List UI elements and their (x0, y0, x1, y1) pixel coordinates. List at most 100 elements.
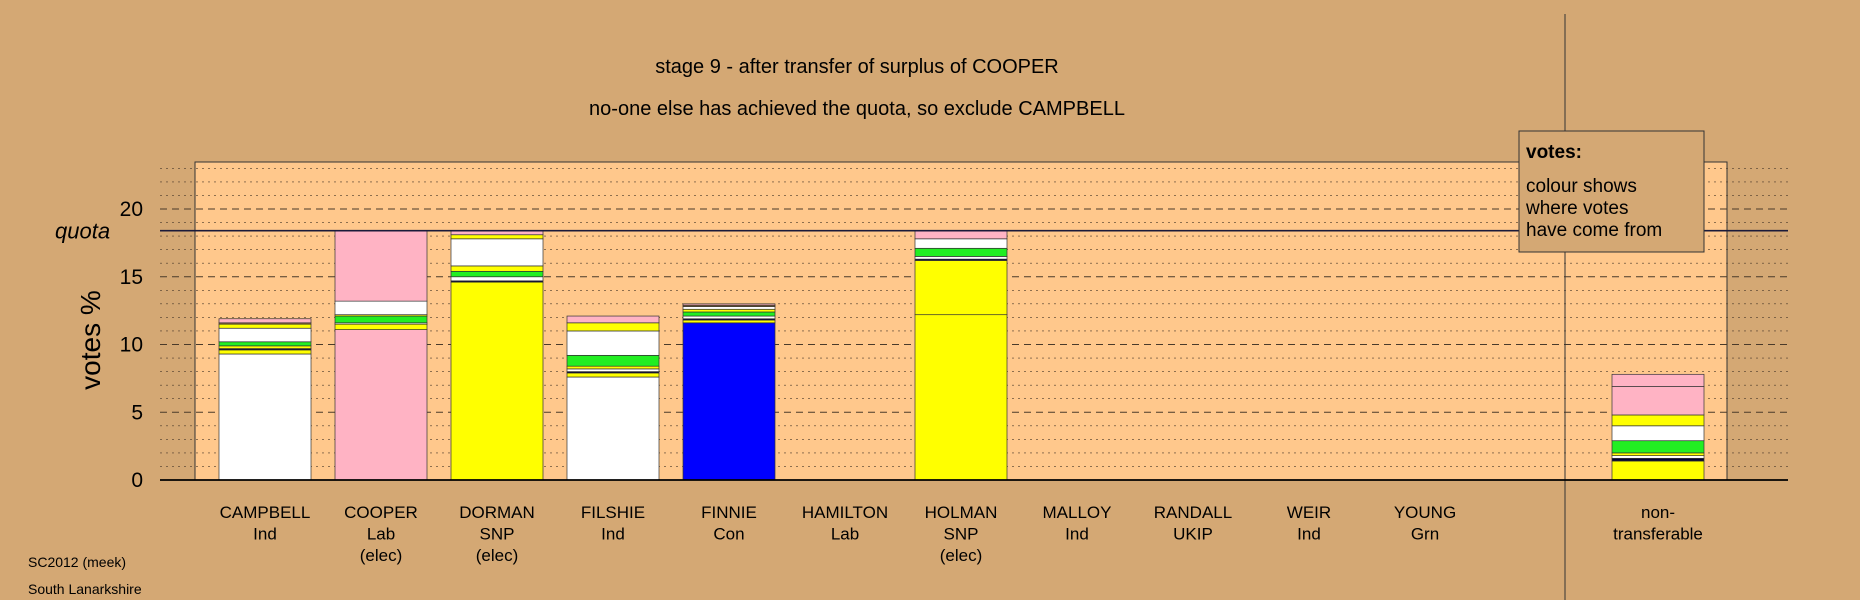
y-tick-label: 20 (120, 198, 143, 221)
legend: votes: colour shows where votes have com… (1518, 130, 1705, 253)
bar-segment (334, 323, 428, 330)
bar-segment (566, 354, 660, 367)
bar-segment (450, 238, 544, 267)
x-tick-label: MALLOY (1043, 503, 1112, 522)
x-tick-label: Ind (1065, 525, 1089, 544)
bar-segment (1611, 452, 1705, 456)
bar-segment (914, 256, 1008, 260)
bar-segment (218, 327, 312, 343)
bar-segment (682, 303, 776, 306)
bar-segment (218, 318, 312, 324)
x-tick-label: Ind (601, 525, 625, 544)
legend-title: votes: (1526, 142, 1582, 163)
x-tick-label: RANDALL (1154, 503, 1232, 522)
bar-segment (218, 349, 312, 355)
bar-segment (682, 319, 776, 324)
legend-line-3: have come from (1526, 220, 1662, 241)
bar-segment (1611, 457, 1705, 462)
bar-segment (682, 308, 776, 313)
bar-segment (914, 260, 1008, 316)
legend-line-2: where votes (1525, 198, 1628, 219)
bar-segment (450, 265, 544, 272)
grid-lines (160, 168, 1788, 467)
x-tick-label: (elec) (360, 546, 403, 565)
bar-segment (334, 300, 428, 316)
bar-segment (682, 306, 776, 310)
x-tick-label: HAMILTON (802, 503, 888, 522)
x-tick-label: FILSHIE (581, 503, 645, 522)
bar-stack (334, 230, 428, 481)
bar-stack (1611, 373, 1705, 481)
x-tick-label: transferable (1613, 525, 1703, 544)
bar-segment (1611, 386, 1705, 416)
bar-segment (566, 330, 660, 356)
x-tick-label: Ind (253, 525, 277, 544)
footer-method: SC2012 (meek) (28, 554, 126, 570)
x-tick-label: UKIP (1173, 525, 1213, 544)
bar-stack (450, 230, 544, 481)
x-tick-label: SNP (480, 525, 515, 544)
bar-segment (1611, 455, 1705, 459)
bar-segment (914, 230, 1008, 240)
y-axis-label: votes % (75, 290, 106, 390)
x-tick-label: SNP (944, 525, 979, 544)
x-tick-label: Ind (1297, 525, 1321, 544)
bar-segment (1611, 460, 1705, 481)
bar-segment (218, 353, 312, 481)
legend-line-1: colour shows (1526, 176, 1637, 197)
x-tick-label: non- (1641, 503, 1675, 522)
bar-stack (566, 315, 660, 481)
bar-segment (450, 281, 544, 481)
x-tick-label: (elec) (476, 546, 519, 565)
chart-subtitle: no-one else has achieved the quota, so e… (589, 98, 1125, 120)
bar-stack (914, 230, 1008, 481)
y-tick-label: 5 (131, 401, 143, 424)
x-tick-label: Con (713, 525, 744, 544)
x-tick-label: WEIR (1287, 503, 1331, 522)
bar-segment (1611, 440, 1705, 454)
bar-segment (218, 323, 312, 329)
x-tick-label: Grn (1411, 525, 1439, 544)
bar-segment (218, 345, 312, 349)
bar-segment (1611, 425, 1705, 442)
quota-label: quota (55, 219, 110, 244)
bar-segment (450, 234, 544, 240)
bar-segment (566, 368, 660, 372)
x-tick-label: YOUNG (1394, 503, 1456, 522)
bar-segment (566, 322, 660, 332)
bar-segment (334, 315, 428, 324)
x-tick-label: CAMPBELL (220, 503, 311, 522)
bar-segment (566, 365, 660, 370)
bar-segment (682, 311, 776, 317)
bar-segment (566, 315, 660, 324)
bar-segment (914, 314, 1008, 481)
x-tick-label: Lab (367, 525, 395, 544)
y-tick-label: 10 (120, 334, 143, 357)
bar-segment (334, 329, 428, 481)
legend-box (1518, 130, 1705, 253)
bar-segment (682, 322, 776, 481)
x-tick-label: DORMAN (459, 503, 535, 522)
bar-segment (450, 276, 544, 282)
y-axis: 0 5 10 15 20 (120, 198, 143, 492)
x-tick-label: HOLMAN (925, 503, 998, 522)
bar-segment (566, 376, 660, 481)
bar-stack (218, 318, 312, 481)
bar-segment (566, 372, 660, 378)
x-tick-label: FINNIE (701, 503, 757, 522)
y-tick-label: 0 (131, 469, 143, 492)
x-tick-label: Lab (831, 525, 859, 544)
bars (218, 230, 1705, 481)
y-tick-label: 15 (120, 266, 143, 289)
x-axis-labels: CAMPBELL Ind COOPER Lab (elec) DORMAN SNP (elec… (220, 503, 1703, 565)
bar-segment (914, 247, 1008, 257)
x-tick-label: COOPER (344, 503, 418, 522)
bar-segment (1611, 414, 1705, 427)
chart-title: stage 9 - after transfer of surplus of C… (655, 56, 1059, 78)
bar-segment (218, 341, 312, 347)
footer-council: South Lanarkshire (28, 581, 142, 597)
bar-segment (914, 238, 1008, 249)
bar-stack (682, 303, 776, 481)
bar-segment (682, 315, 776, 320)
